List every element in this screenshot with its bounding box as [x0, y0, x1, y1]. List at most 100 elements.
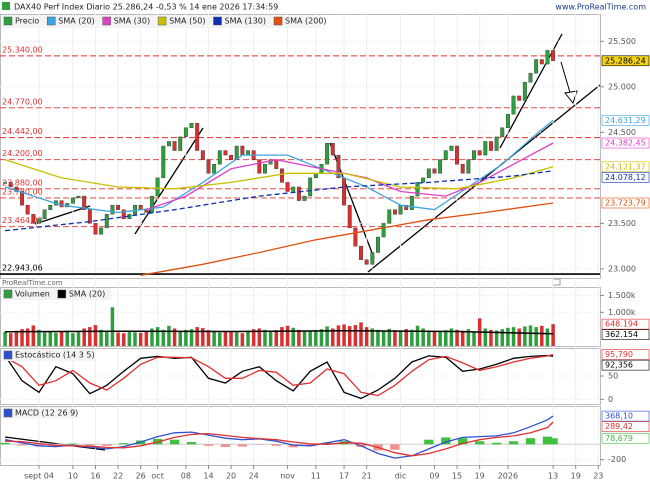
volume-bar: [540, 325, 544, 346]
volume-bar: [59, 331, 64, 346]
candle: [494, 136, 499, 151]
volume-bar: [438, 331, 442, 346]
candle: [48, 204, 53, 210]
level-label: 23.464,00: [2, 216, 43, 225]
x-tick-label: dic: [395, 472, 407, 481]
candle: [409, 195, 414, 210]
level-label: 24.442,00: [2, 127, 43, 136]
volume-bar: [155, 327, 160, 346]
value-label: 78,679: [605, 434, 633, 443]
value-label: 362.154: [605, 330, 638, 339]
candle: [116, 204, 121, 210]
volume-bar: [105, 330, 109, 346]
legend-label: SMA (200): [285, 17, 327, 26]
histogram-bar: [237, 444, 248, 447]
volume-bar: [342, 324, 346, 346]
candle: [313, 173, 318, 179]
candle: [268, 159, 273, 165]
legend-label: Estocástico (14 3 5): [15, 351, 95, 360]
candle: [246, 150, 250, 156]
volume-bar: [291, 327, 295, 346]
volume-bar: [523, 326, 527, 346]
volume-bar: [460, 330, 465, 346]
candle: [161, 145, 166, 179]
candle: [460, 164, 465, 174]
volume-bar: [76, 332, 81, 346]
volume-bar: [88, 327, 92, 346]
histogram-bar: [102, 444, 112, 446]
volume-bar: [37, 329, 41, 346]
candle: [296, 186, 301, 201]
volume-bar: [127, 331, 132, 346]
volume-bar: [393, 330, 397, 346]
volume-bar: [319, 329, 324, 346]
volume-bar: [246, 330, 250, 346]
histogram-bar: [542, 436, 553, 445]
volume-bar: [336, 325, 341, 346]
volume-bar: [444, 330, 448, 346]
volume-bar: [359, 322, 363, 346]
legend-label: SMA (20): [69, 290, 105, 299]
x-tick-label: 24: [249, 472, 259, 481]
candle: [93, 223, 98, 235]
value-label-box: [601, 349, 650, 360]
histogram-bar: [458, 438, 468, 445]
arrow: [560, 61, 578, 105]
candle: [545, 50, 550, 65]
x-tick-label: 11: [311, 472, 321, 481]
candle: [144, 209, 149, 213]
y-tick-label: 1.000k: [608, 308, 636, 317]
volume-bar: [410, 329, 414, 346]
candle: [483, 141, 488, 156]
candle: [274, 159, 279, 169]
volume-bar: [121, 333, 126, 346]
volume-bar: [500, 329, 505, 346]
legend-swatch: [57, 289, 67, 299]
histogram-bar: [17, 444, 27, 446]
candle: [240, 145, 245, 156]
candle: [200, 150, 205, 160]
volume-bar: [144, 330, 149, 346]
macd-line: [4, 415, 554, 459]
volume-bar: [218, 332, 222, 346]
legend-swatch: [3, 350, 13, 360]
candle: [308, 177, 313, 197]
x-tick-label: 17: [339, 472, 349, 481]
value-label: 23.723,79: [605, 199, 646, 208]
volume-bar: [116, 332, 120, 346]
price-panel: [0, 14, 601, 279]
macd-panel: [0, 406, 601, 466]
candle: [392, 209, 397, 215]
candle: [8, 182, 13, 188]
candle: [449, 145, 454, 151]
x-tick-label: 23: [593, 472, 603, 481]
value-label: 368,10: [605, 412, 633, 421]
x-tick-label: 19: [571, 472, 581, 481]
volume-bar: [240, 333, 245, 346]
value-label-box: [601, 137, 650, 149]
candle: [42, 209, 47, 220]
level-label: 22.943,06: [2, 264, 43, 273]
legend-label: SMA (50): [169, 17, 205, 26]
candle: [263, 164, 267, 174]
candle: [489, 141, 493, 151]
volume-bar: [534, 327, 538, 346]
candle: [398, 204, 403, 215]
histogram-bar: [288, 444, 298, 448]
value-label-box: [601, 410, 650, 422]
x-tick-label: nov: [280, 472, 295, 481]
candle: [387, 209, 392, 224]
histogram-bar: [0, 442, 10, 445]
trendline: [34, 205, 91, 225]
candle: [353, 227, 358, 247]
x-tick-label: 14: [203, 472, 213, 481]
candle: [121, 209, 126, 220]
candle: [206, 159, 211, 174]
candle: [291, 186, 296, 192]
volume-bar: [133, 332, 137, 346]
candle: [359, 245, 363, 260]
legend-swatch: [3, 289, 13, 299]
x-tick-label: 08: [181, 472, 191, 481]
volume-bar: [455, 329, 459, 346]
